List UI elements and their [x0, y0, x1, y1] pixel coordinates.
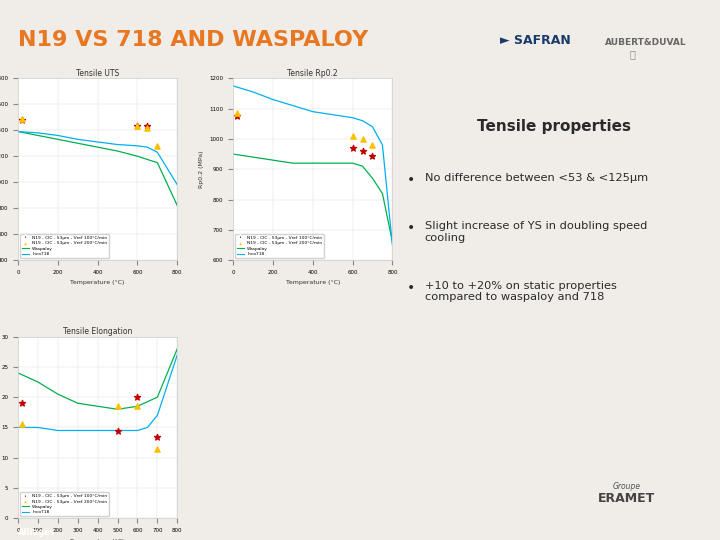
Point	[142, 123, 153, 132]
Point	[152, 141, 163, 150]
Point	[112, 402, 123, 410]
Point	[17, 420, 28, 429]
Point	[152, 444, 163, 453]
Text: Groupe: Groupe	[612, 482, 641, 491]
Text: Alliages: Alliages	[18, 529, 55, 537]
Point	[231, 109, 243, 118]
Point	[347, 144, 359, 152]
Title: Tensile Rp0.2: Tensile Rp0.2	[287, 69, 338, 78]
Text: Tensile properties: Tensile properties	[477, 119, 631, 134]
Point	[357, 147, 369, 156]
X-axis label: Temperature (°C): Temperature (°C)	[71, 539, 125, 540]
Text: ERAMET: ERAMET	[598, 492, 655, 505]
Point	[347, 132, 359, 140]
Point	[152, 432, 163, 441]
Point	[132, 122, 143, 131]
Text: Ⓜ: Ⓜ	[629, 49, 635, 59]
Point	[366, 140, 378, 149]
Point	[366, 151, 378, 160]
Point	[132, 122, 143, 131]
Title: Tensile UTS: Tensile UTS	[76, 69, 120, 78]
Text: •: •	[407, 221, 415, 235]
Legend: N19 - CIC - 53μm - Vref 100°C/min, N19 - CIC - 53μm - Vref 200°C/min, Waspaloy, : N19 - CIC - 53μm - Vref 100°C/min, N19 -…	[235, 234, 324, 258]
Legend: N19 - CIC - 53μm - Vref 100°C/min, N19 - CIC - 53μm - Vref 200°C/min, Waspaloy, : N19 - CIC - 53μm - Vref 100°C/min, N19 -…	[20, 492, 109, 516]
Text: +10 to +20% on static properties
compared to waspaloy and 718: +10 to +20% on static properties compare…	[425, 281, 616, 302]
Text: •: •	[407, 173, 415, 187]
Point	[132, 402, 143, 410]
Point	[357, 134, 369, 143]
Title: Tensile Elongation: Tensile Elongation	[63, 327, 132, 336]
Text: No difference between <53 & <125μm: No difference between <53 & <125μm	[425, 173, 648, 183]
Text: N19 VS 718 AND WASPALOY: N19 VS 718 AND WASPALOY	[18, 30, 368, 51]
Text: ► SAFRAN: ► SAFRAN	[500, 34, 571, 47]
Text: •: •	[407, 281, 415, 295]
X-axis label: Temperature (°C): Temperature (°C)	[286, 280, 340, 286]
Legend: N19 - CIC - 53μm - Vref 100°C/min, N19 - CIC - 53μm - Vref 200°C/min, Waspaloy, : N19 - CIC - 53μm - Vref 100°C/min, N19 -…	[20, 234, 109, 258]
Point	[112, 426, 123, 435]
Text: AUBERT&DUVAL: AUBERT&DUVAL	[605, 38, 686, 46]
Point	[231, 112, 243, 120]
Text: Slight increase of YS in doubling speed
cooling: Slight increase of YS in doubling speed …	[425, 221, 647, 243]
Point	[142, 122, 153, 131]
Y-axis label: Rp0.2 (MPa): Rp0.2 (MPa)	[199, 151, 204, 188]
Point	[17, 399, 28, 408]
Point	[17, 116, 28, 124]
X-axis label: Temperature (°C): Temperature (°C)	[71, 280, 125, 286]
Point	[132, 393, 143, 401]
Point	[17, 114, 28, 123]
